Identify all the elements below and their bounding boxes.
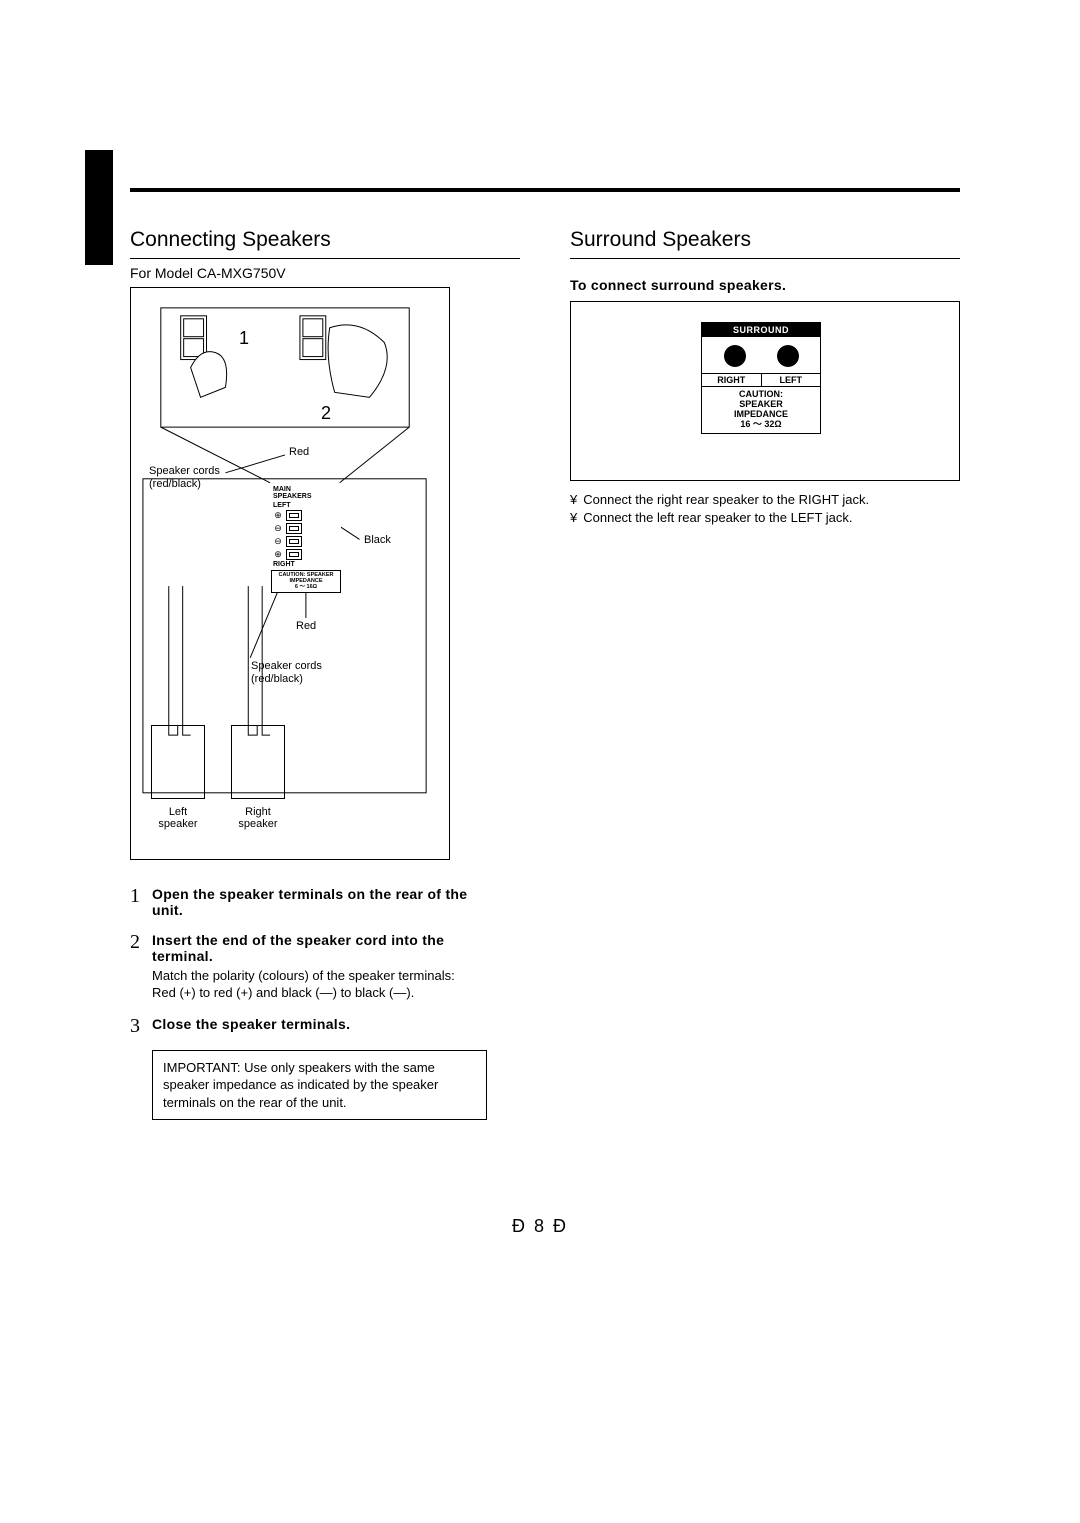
step-1: 1 Open the speaker terminals on the rear… — [130, 886, 470, 918]
jack-panel: SURROUND RIGHT LEFT CAUTION: SPEAKER IMP… — [701, 322, 821, 434]
step-3: 3 Close the speaker terminals. — [130, 1016, 470, 1036]
left-section-rule — [130, 258, 520, 259]
right-speaker-box — [231, 725, 285, 799]
step-2-num: 2 — [130, 932, 144, 1002]
label-red-bottom: Red — [296, 620, 316, 633]
step-3-title: Close the speaker terminals. — [152, 1016, 470, 1032]
left-section-title: Connecting Speakers — [130, 228, 520, 252]
left-column: Connecting Speakers For Model CA-MXG750V… — [130, 228, 520, 1120]
bullet-1-text: Connect the right rear speaker to the RI… — [583, 491, 869, 509]
margin-tab — [85, 150, 113, 265]
jack-left-hole — [777, 345, 799, 367]
step-2-title: Insert the end of the speaker cord into … — [152, 932, 470, 964]
right-subhead: To connect surround speakers. — [570, 277, 960, 293]
step-3-num: 3 — [130, 1016, 144, 1036]
left-speaker-box — [151, 725, 205, 799]
steps-list: 1 Open the speaker terminals on the rear… — [130, 886, 470, 1036]
step-1-num: 1 — [130, 886, 144, 918]
terminal-right-label: RIGHT — [271, 561, 341, 568]
step-1-title: Open the speaker terminals on the rear o… — [152, 886, 470, 918]
bullet-1-marker: ¥ — [570, 491, 577, 509]
terminal-caution: CAUTION: SPEAKER IMPEDANCE 6 〜 16Ω — [271, 570, 341, 593]
terminal-title: MAIN SPEAKERS — [271, 484, 341, 502]
left-speaker-label: Left speaker — [148, 806, 208, 831]
terminal-left-label: LEFT — [271, 502, 341, 509]
important-box: IMPORTANT: Use only speakers with the sa… — [152, 1050, 487, 1121]
page-number: Ð 8 Ð — [0, 1216, 1080, 1237]
jack-caution-l4: 16 〜 32Ω — [702, 420, 820, 430]
label-cords-bottom: Speaker cords (red/black) — [251, 660, 322, 685]
bullet-list: ¥ Connect the right rear speaker to the … — [570, 491, 960, 527]
label-red-top: Red — [289, 446, 309, 459]
bullet-1: ¥ Connect the right rear speaker to the … — [570, 491, 960, 509]
jack-caution: CAUTION: SPEAKER IMPEDANCE 16 〜 32Ω — [702, 386, 820, 433]
label-cords-top: Speaker cords (red/black) — [149, 465, 220, 490]
model-line: For Model CA-MXG750V — [130, 265, 520, 281]
jack-right-hole — [724, 345, 746, 367]
bullet-2: ¥ Connect the left rear speaker to the L… — [570, 509, 960, 527]
right-section-rule — [570, 258, 960, 259]
step-2: 2 Insert the end of the speaker cord int… — [130, 932, 470, 1002]
jack-right-label: RIGHT — [702, 373, 762, 386]
right-speaker-label: Right speaker — [228, 806, 288, 831]
right-section-title: Surround Speakers — [570, 228, 960, 252]
bullet-2-marker: ¥ — [570, 509, 577, 527]
right-column: Surround Speakers To connect surround sp… — [570, 228, 960, 1120]
step-2-detail: Match the polarity (colours) of the spea… — [152, 968, 470, 1002]
speaker-diagram: 1 3 2 — [130, 287, 450, 860]
terminal-block: MAIN SPEAKERS LEFT ⊕ ⊖ ⊖ ⊕ RIGHT CAUTION… — [271, 484, 341, 593]
jack-header: SURROUND — [702, 323, 820, 337]
top-rule — [130, 188, 960, 192]
surround-diagram: SURROUND RIGHT LEFT CAUTION: SPEAKER IMP… — [570, 301, 960, 481]
content-columns: Connecting Speakers For Model CA-MXG750V… — [130, 228, 960, 1120]
label-black: Black — [364, 534, 391, 547]
bullet-2-text: Connect the left rear speaker to the LEF… — [583, 509, 852, 527]
jack-left-label: LEFT — [762, 373, 821, 386]
